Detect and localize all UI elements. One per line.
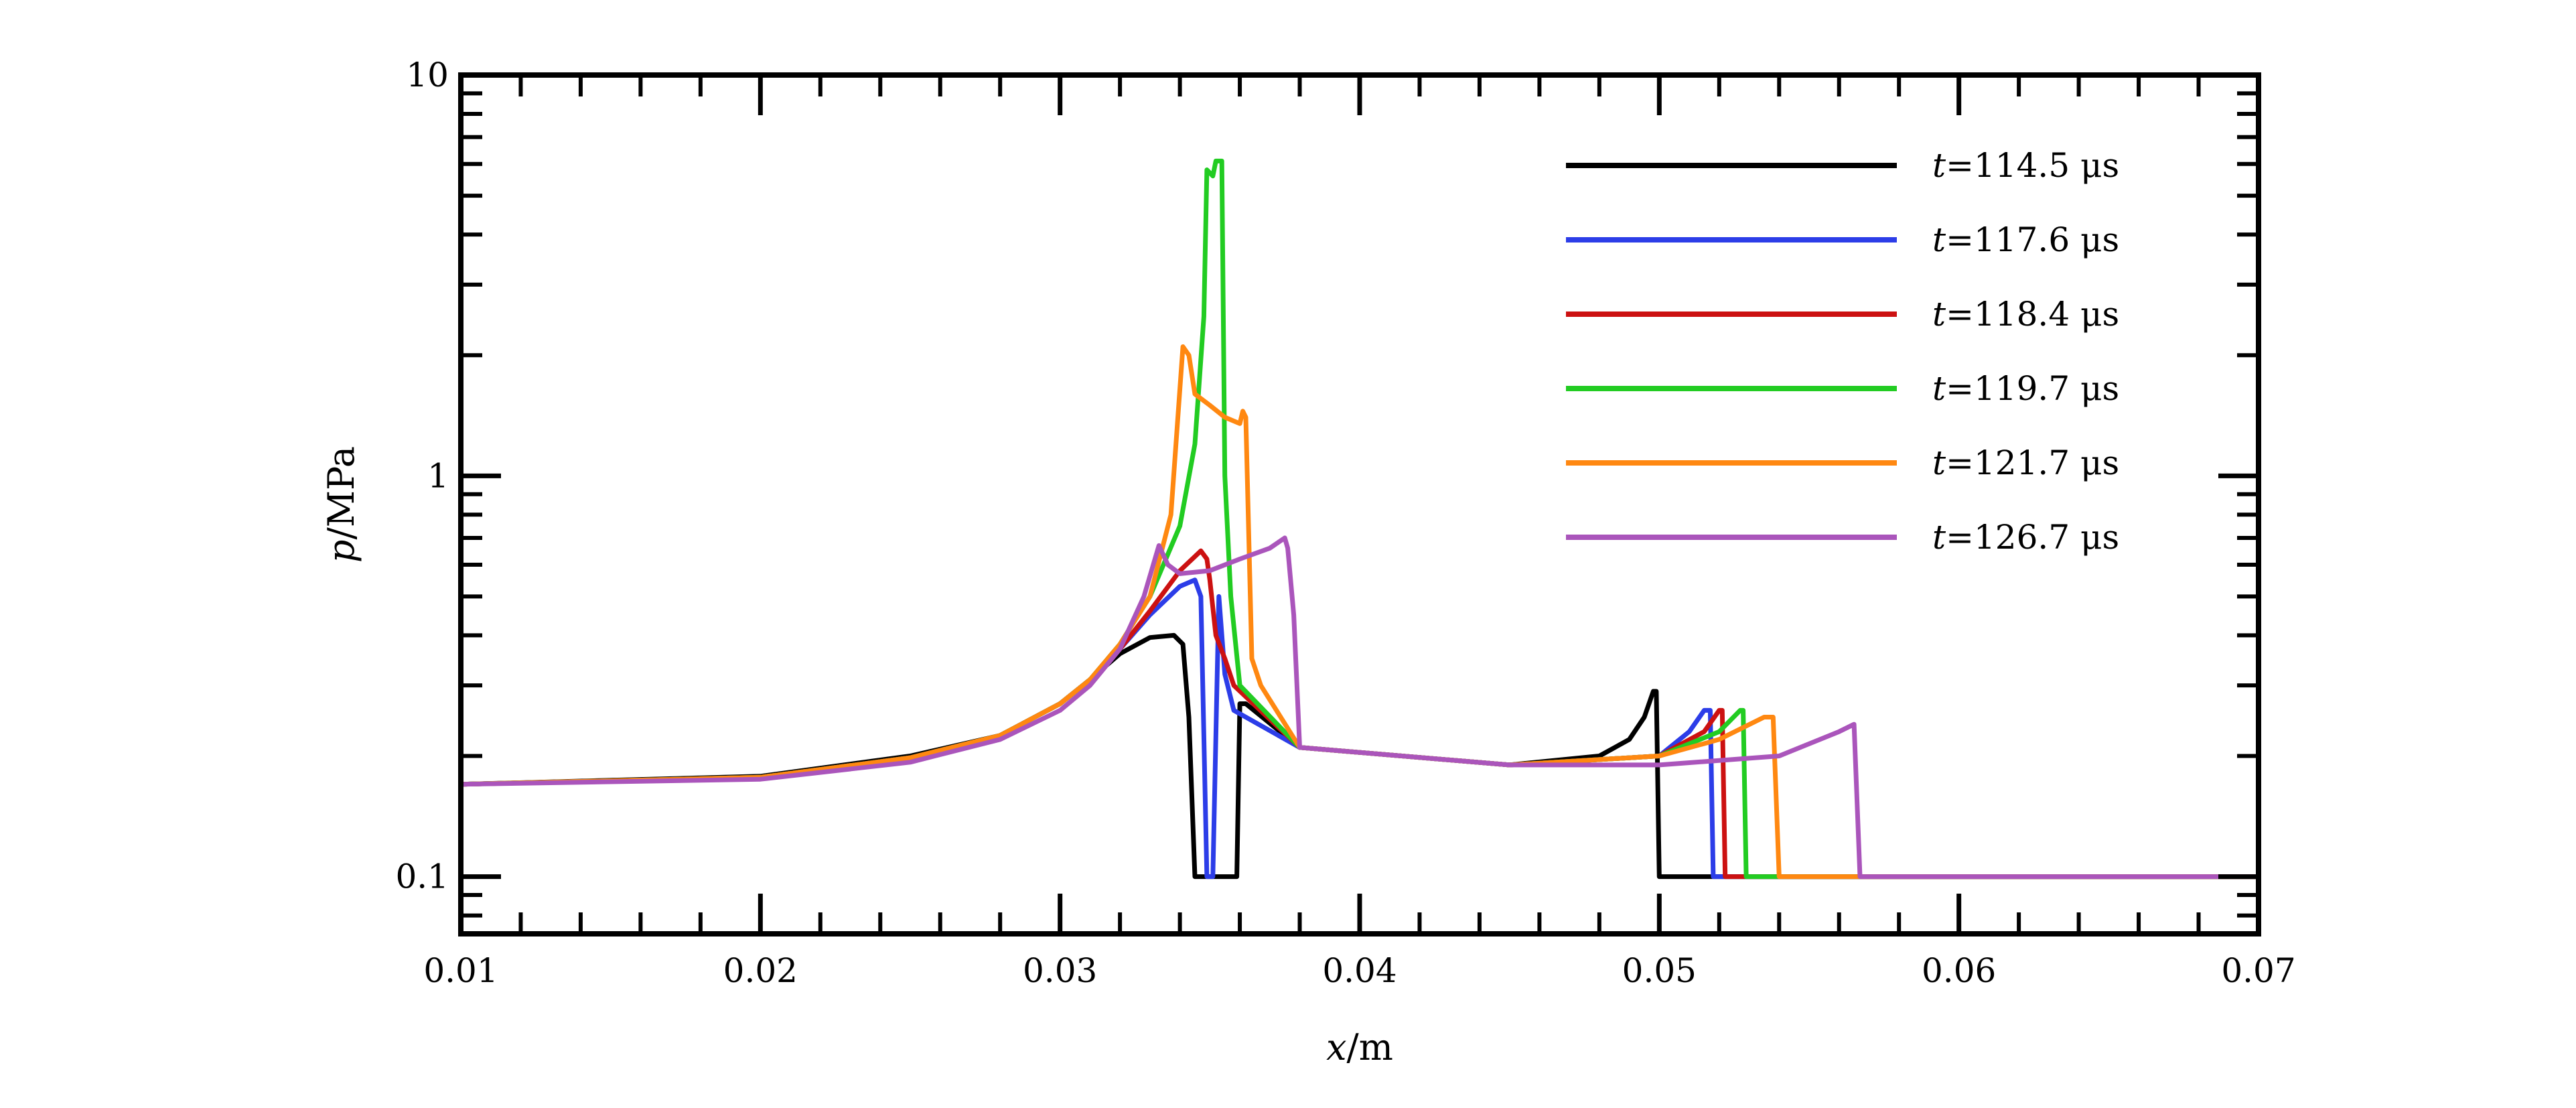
series-line-5	[460, 344, 2259, 880]
x-axis-variable: x	[1326, 1026, 1346, 1068]
y-axis-variable: p	[320, 540, 362, 563]
x-tick-label: 0.07	[2221, 951, 2295, 990]
legend-label-4: t=119.7 μs	[1932, 369, 2119, 408]
legend-label-5: t=121.7 μs	[1932, 443, 2119, 482]
x-axis-title: x/m	[1326, 1026, 1393, 1068]
legend-label-3: t=118.4 μs	[1932, 295, 2119, 334]
x-tick-label: 0.04	[1322, 951, 1397, 990]
y-tick-label: 10	[406, 56, 449, 94]
legend: t=114.5 μs t=117.6 μs t=118.4 μs t=119.7 μs…	[1566, 146, 2119, 557]
y-tick-label: 0.1	[395, 857, 449, 896]
ticks-layer	[458, 72, 2261, 934]
x-tick-label: 0.05	[1622, 951, 1697, 990]
x-tick-label: 0.01	[423, 951, 498, 990]
x-axis-unit: /m	[1347, 1026, 1393, 1068]
plot-background	[461, 75, 2259, 934]
y-axis-title: p/MPa	[320, 446, 362, 563]
tick-labels: 0.01 0.02 0.03 0.04 0.05 0.06 0.07 0.1 1 10	[395, 56, 2295, 990]
x-tick-label: 0.02	[723, 951, 798, 990]
legend-label-6: t=126.7 μs	[1932, 518, 2119, 557]
y-axis-unit: /MPa	[320, 446, 362, 540]
y-tick-label: 1	[427, 456, 449, 495]
legend-label-2: t=117.6 μs	[1932, 220, 2119, 259]
plot-frame	[458, 72, 2261, 937]
x-tick-label: 0.03	[1023, 951, 1097, 990]
legend-label-1: t=114.5 μs	[1932, 146, 2119, 185]
series-layer	[460, 158, 2259, 880]
x-tick-label: 0.06	[1922, 951, 1996, 990]
series-line-6	[460, 535, 2259, 880]
